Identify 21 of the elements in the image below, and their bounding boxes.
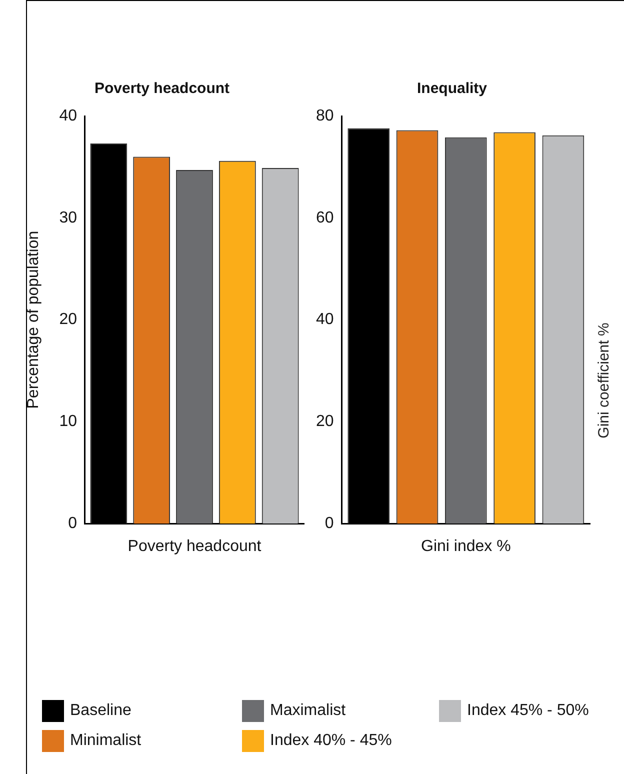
y-tick-label: 80 xyxy=(316,107,334,124)
legend-label: Maximalist xyxy=(270,702,346,720)
y-axis-title: Gini coefficient % xyxy=(595,322,612,438)
y-axis-title: Percentage of population xyxy=(25,230,42,409)
legend-label: Minimalist xyxy=(70,732,142,750)
chart-title: Inequality xyxy=(416,80,488,98)
legend-label: Index 40% - 45% xyxy=(270,732,392,750)
y-tick-label: 10 xyxy=(59,413,78,430)
y-tick-label: 60 xyxy=(316,209,334,226)
y-tick-label: 30 xyxy=(59,209,78,226)
y-tick-label: 0 xyxy=(324,515,334,532)
y-tick-label: 0 xyxy=(68,515,78,532)
chart-title: Poverty headcount xyxy=(94,80,230,98)
legend-label: Index 45% - 50% xyxy=(467,702,589,720)
y-tick-label: 20 xyxy=(316,413,334,430)
x-axis-title: Poverty headcount xyxy=(128,538,262,555)
y-tick-label: 40 xyxy=(316,311,334,328)
y-tick-label: 20 xyxy=(59,311,78,328)
x-axis-title: Gini index % xyxy=(420,538,511,555)
y-tick-label: 40 xyxy=(59,107,78,124)
legend-label: Baseline xyxy=(70,702,132,720)
